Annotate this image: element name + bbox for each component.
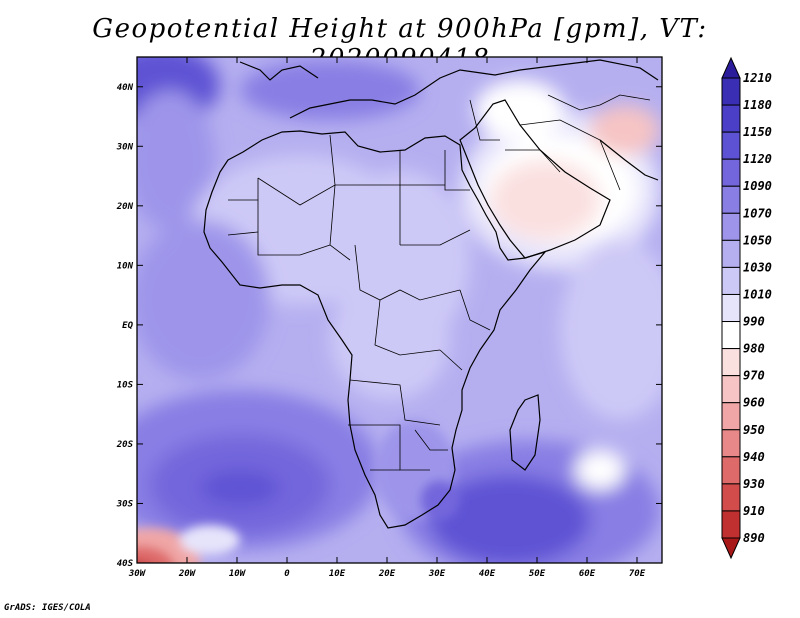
madagascar-coast [509, 394, 541, 471]
colorbar-box [721, 375, 741, 404]
colorbar-label: 1030 [743, 260, 772, 274]
colorbar-label: 1070 [743, 206, 772, 220]
colorbar-top-arrow [721, 56, 741, 79]
colorbar-label: 890 [743, 531, 765, 545]
colorbar-label: 1010 [743, 287, 772, 301]
lat-label: 40S [117, 559, 134, 569]
colorbar-box [721, 510, 741, 539]
colorbar-box [721, 348, 741, 377]
colorbar: 1210 1180 1150 1120 1090 1070 1050 1030 1010 990 9… [721, 56, 772, 560]
lat-label: EQ [122, 321, 133, 331]
lat-label: 40N [117, 83, 134, 93]
colorbar-label: 1120 [743, 152, 772, 166]
lon-label: 70E [629, 569, 646, 579]
longitude-axis: 30W 20W 10W 0 10E 20E 30E 40E 50E 60E 70E [128, 57, 646, 579]
lon-label: 40E [479, 569, 496, 579]
lon-label: 50E [529, 569, 546, 579]
lon-label: 30W [128, 569, 147, 579]
colorbar-box [721, 321, 741, 350]
lon-label: 10W [229, 569, 247, 579]
latitude-axis: 40N 30N 20N 10N EQ 10S 20S 30S 40S [116, 83, 662, 569]
lon-label: 20W [178, 569, 197, 579]
colorbar-box [721, 456, 741, 485]
colorbar-box [721, 104, 741, 133]
arabia-coast [459, 99, 611, 259]
lat-label: 30N [116, 142, 134, 152]
colorbar-label: 990 [743, 315, 765, 329]
colorbar-label: 930 [743, 477, 765, 491]
lon-label: 10E [329, 569, 346, 579]
geopotential-field [137, 57, 662, 563]
lon-label: 60E [579, 569, 596, 579]
colorbar-label: 1210 [743, 71, 772, 85]
colorbar-label: 980 [743, 342, 765, 356]
colorbar-box [721, 158, 741, 187]
colorbar-label: 970 [743, 369, 765, 383]
colorbar-label: 910 [743, 504, 765, 518]
africa-coast [203, 130, 547, 529]
colorbar-box [721, 429, 741, 458]
plot-frame [136, 56, 663, 564]
colorbar-box [721, 212, 741, 241]
colorbar-bottom-arrow [721, 537, 741, 560]
colorbar-box [721, 266, 741, 295]
colorbar-box [721, 402, 741, 431]
colorbar-box [721, 239, 741, 268]
lon-label: 0 [284, 569, 290, 579]
colorbar-label: 940 [743, 450, 765, 464]
lat-label: 10N [117, 261, 134, 271]
colorbar-label: 1090 [743, 179, 772, 193]
colorbar-box [721, 185, 741, 214]
lat-label: 30S [116, 499, 134, 509]
colorbar-label: 960 [743, 396, 765, 410]
colorbar-box [721, 293, 741, 323]
grads-credit: GrADS: IGES/COLA [4, 603, 91, 613]
country-borders [227, 94, 651, 471]
colorbar-label: 950 [743, 423, 765, 437]
colorbar-box [721, 131, 741, 160]
lon-label: 30E [428, 569, 446, 579]
lat-label: 10S [117, 380, 134, 390]
lat-label: 20N [116, 202, 134, 212]
colorbar-label: 1050 [743, 233, 772, 247]
lon-label: 20E [378, 569, 396, 579]
colorbar-box [721, 77, 741, 106]
colorbar-label: 1150 [743, 125, 772, 139]
colorbar-label: 1180 [743, 98, 772, 112]
lat-label: 20S [116, 440, 134, 450]
colorbar-box [721, 483, 741, 512]
